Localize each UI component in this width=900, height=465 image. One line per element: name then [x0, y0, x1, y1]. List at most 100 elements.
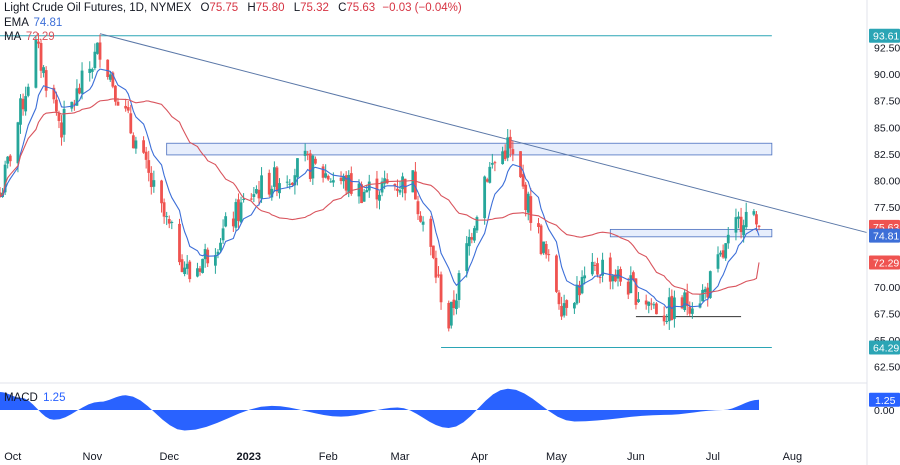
candle — [180, 259, 184, 273]
candle — [590, 261, 594, 275]
candle — [44, 70, 48, 91]
candle — [703, 289, 707, 293]
candle — [108, 74, 112, 80]
candle — [472, 228, 476, 241]
candle — [452, 299, 456, 309]
candle — [393, 184, 397, 186]
candle — [219, 242, 222, 251]
candle — [326, 175, 330, 180]
candle — [221, 228, 225, 241]
macd-value-label: 1.25 — [875, 395, 896, 407]
candle — [542, 241, 546, 253]
candle — [598, 276, 602, 278]
candle — [708, 271, 712, 298]
candle — [380, 181, 384, 193]
macd-tick: 0.00 — [874, 405, 895, 417]
candle — [34, 39, 38, 88]
price-label: 72.29 — [873, 257, 899, 269]
ohlc-close-key: C — [338, 2, 347, 14]
candle — [539, 225, 543, 254]
candle — [116, 101, 120, 106]
candle — [744, 211, 748, 228]
candle — [434, 257, 438, 278]
candle — [252, 194, 256, 197]
candle — [629, 275, 633, 294]
candle — [149, 172, 153, 188]
candle — [485, 179, 489, 182]
candle — [257, 189, 261, 199]
candle — [3, 164, 7, 193]
candle — [565, 300, 569, 308]
ma-line — [0, 98, 760, 295]
candle — [314, 158, 317, 164]
candle — [724, 243, 728, 259]
candle — [113, 85, 117, 102]
candle — [701, 289, 705, 302]
candle — [167, 219, 171, 224]
candle — [55, 99, 58, 112]
candle — [742, 225, 746, 236]
candle — [647, 301, 651, 306]
candle — [524, 184, 528, 211]
candle — [519, 151, 522, 178]
candle — [285, 181, 289, 183]
ohlc-high-key: H — [247, 2, 256, 14]
macd-value: 1.25 — [43, 392, 66, 404]
candle — [129, 113, 133, 134]
ohlc-change: −0.03 (−0.04%) — [382, 2, 462, 14]
candle — [267, 172, 271, 195]
ema-value: 74.81 — [33, 17, 63, 29]
ohlc-open: 75.75 — [209, 2, 239, 14]
candle — [21, 98, 25, 110]
candle — [24, 96, 28, 112]
candle — [357, 183, 361, 197]
candle — [752, 211, 756, 215]
candle — [75, 88, 79, 106]
ema-line — [0, 68, 760, 310]
candle — [360, 184, 363, 204]
candle — [560, 305, 563, 317]
candle — [662, 315, 666, 322]
price-label: 74.81 — [873, 231, 899, 243]
candle — [165, 216, 169, 218]
candle — [416, 201, 420, 215]
candle — [16, 122, 20, 164]
candle — [726, 234, 730, 244]
candle — [170, 222, 174, 224]
candle — [60, 122, 63, 138]
candle — [162, 202, 166, 217]
candle — [383, 178, 387, 184]
candle — [306, 153, 310, 155]
candle — [288, 183, 292, 185]
time-tick: Aug — [783, 451, 803, 463]
candle — [362, 191, 366, 202]
candle — [293, 175, 297, 186]
price-tick: 77.50 — [874, 202, 900, 214]
candle — [324, 173, 328, 178]
candle — [303, 150, 307, 156]
candle — [249, 198, 253, 200]
candle — [378, 194, 381, 201]
candle — [242, 198, 246, 200]
macd-label-box — [869, 392, 900, 407]
candle — [690, 308, 694, 314]
price-tick: 70.00 — [874, 282, 900, 294]
candle — [224, 216, 228, 227]
candle — [201, 258, 204, 273]
candle — [665, 321, 669, 323]
candle — [634, 278, 638, 305]
ohlc-high: 75.80 — [255, 2, 285, 14]
candle — [526, 193, 530, 213]
candle — [421, 221, 425, 225]
candle — [614, 274, 617, 282]
candle — [508, 136, 512, 149]
candle — [80, 70, 84, 94]
candle — [19, 98, 22, 125]
time-tick: May — [546, 451, 567, 463]
candle — [611, 275, 615, 282]
candle — [93, 51, 97, 69]
ohlc-open-key: O — [200, 2, 210, 14]
candle — [601, 259, 605, 276]
candle — [126, 107, 130, 111]
